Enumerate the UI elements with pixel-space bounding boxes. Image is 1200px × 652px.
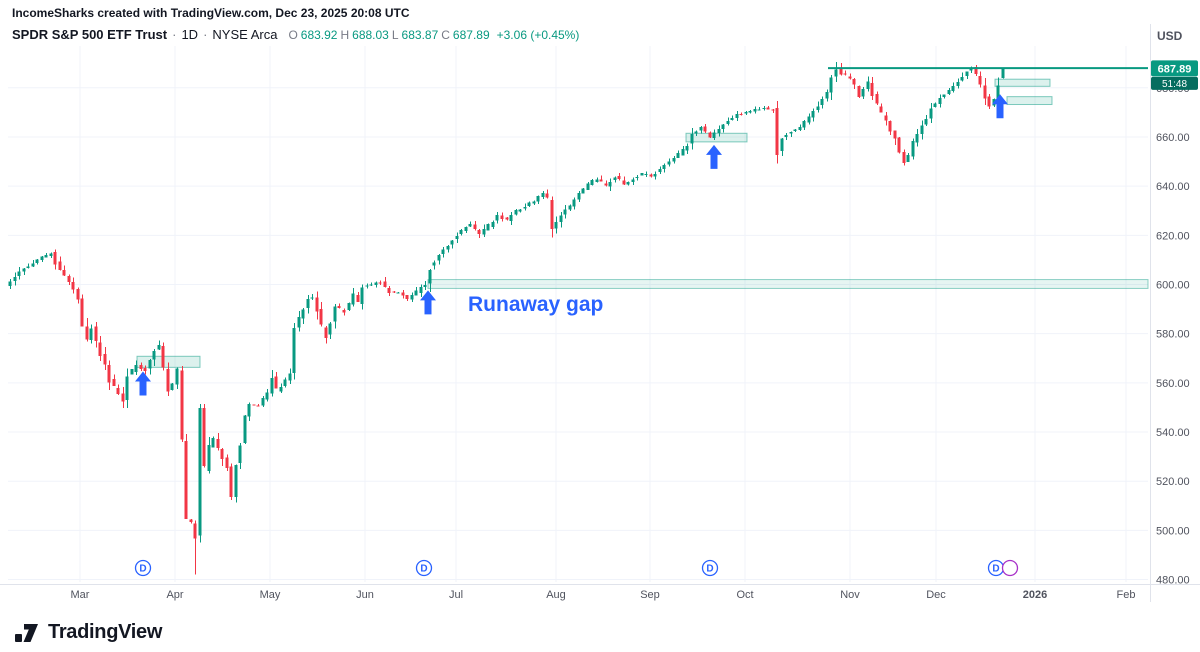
tradingview-wordmark[interactable]: TradingView bbox=[48, 620, 163, 643]
price-axis-label: 600.00 bbox=[1156, 279, 1190, 291]
up-arrow-icon[interactable] bbox=[992, 94, 1008, 119]
time-axis-label: Feb bbox=[1117, 589, 1136, 601]
time-axis-label: Sep bbox=[640, 589, 660, 601]
open-value: 683.92 bbox=[300, 28, 338, 42]
gap-box[interactable] bbox=[1006, 96, 1053, 106]
time-axis-label: Dec bbox=[926, 589, 946, 601]
price-axis-label: 480.00 bbox=[1156, 575, 1190, 587]
low-value: 683.87 bbox=[401, 28, 439, 42]
runaway-gap-zone[interactable] bbox=[427, 279, 1149, 289]
up-arrow-icon[interactable] bbox=[706, 144, 722, 169]
close-value: 687.89 bbox=[452, 28, 490, 42]
legend-separator: · bbox=[203, 27, 208, 42]
last-price-badge: 687.89 51:48 bbox=[1151, 60, 1198, 90]
gap-box[interactable] bbox=[685, 132, 748, 143]
price-axis-label: 500.00 bbox=[1156, 525, 1190, 537]
time-axis[interactable]: Mar Apr May Jun Jul Aug Sep Oct Nov Dec 2026 Feb bbox=[71, 589, 1136, 601]
time-axis-label: Jun bbox=[356, 589, 374, 601]
gap-zones-layer[interactable] bbox=[136, 78, 1149, 368]
price-axis-label: 520.00 bbox=[1156, 476, 1190, 488]
gap-box[interactable] bbox=[994, 78, 1051, 87]
grid-layer bbox=[8, 46, 1148, 582]
open-label: O bbox=[288, 28, 298, 42]
time-axis-label: Oct bbox=[736, 589, 753, 601]
price-axis-label: 540.00 bbox=[1156, 427, 1190, 439]
change-value: +3.06 (+0.45%) bbox=[496, 28, 580, 42]
svg-text:D: D bbox=[992, 564, 999, 575]
runaway-gap-annotation[interactable]: Runaway gap bbox=[468, 293, 603, 316]
low-label: L bbox=[391, 28, 399, 42]
dividend-marker[interactable] bbox=[701, 559, 719, 577]
price-axis-label: 580.00 bbox=[1156, 329, 1190, 341]
time-axis-label: Apr bbox=[166, 589, 183, 601]
svg-text:D: D bbox=[139, 564, 146, 575]
price-axis-label: 560.00 bbox=[1156, 378, 1190, 390]
price-axis-label: 640.00 bbox=[1156, 181, 1190, 193]
candlestick-series bbox=[8, 62, 1005, 575]
up-arrow-icon[interactable] bbox=[420, 290, 436, 315]
bar-countdown: 51:48 bbox=[1162, 79, 1187, 90]
last-price-value: 687.89 bbox=[1158, 63, 1192, 75]
high-value: 688.03 bbox=[352, 28, 389, 42]
price-chart-svg[interactable]: Runaway gapDDDD680.00660.00640.00620.006… bbox=[0, 0, 1200, 612]
dividend-marker[interactable] bbox=[1001, 559, 1019, 577]
time-axis-label: May bbox=[260, 589, 281, 601]
interval-label[interactable]: 1D bbox=[181, 27, 199, 42]
currency-label: USD bbox=[1157, 29, 1183, 43]
price-axis-label: 660.00 bbox=[1156, 132, 1190, 144]
exchange-label: NYSE Arca bbox=[212, 27, 278, 42]
time-axis-label: 2026 bbox=[1023, 589, 1047, 601]
time-axis-label: Mar bbox=[71, 589, 90, 601]
time-axis-label: Jul bbox=[449, 589, 463, 601]
price-axis[interactable]: 680.00660.00640.00620.00600.00580.00560.… bbox=[1156, 83, 1190, 587]
close-label: C bbox=[441, 28, 450, 42]
tradingview-logo-icon[interactable] bbox=[14, 618, 40, 646]
dividend-marker[interactable] bbox=[134, 559, 152, 577]
footer-bar: TradingView bbox=[0, 612, 1200, 652]
svg-text:D: D bbox=[706, 564, 713, 575]
dividend-marker[interactable] bbox=[415, 559, 433, 577]
axes-layer[interactable] bbox=[0, 24, 1200, 602]
buy-arrows-layer[interactable] bbox=[135, 94, 1008, 396]
legend-separator: · bbox=[172, 27, 177, 42]
attribution-text: IncomeSharks created with TradingView.co… bbox=[12, 6, 410, 20]
chart-area[interactable]: Runaway gapDDDD680.00660.00640.00620.006… bbox=[0, 0, 1200, 612]
price-axis-label: 620.00 bbox=[1156, 230, 1190, 242]
svg-text:D: D bbox=[420, 564, 427, 575]
time-axis-label: Aug bbox=[546, 589, 566, 601]
up-arrow-icon[interactable] bbox=[135, 371, 151, 396]
symbol-title[interactable]: SPDR S&P 500 ETF Trust bbox=[12, 27, 168, 42]
time-axis-label: Nov bbox=[840, 589, 860, 601]
high-label: H bbox=[340, 28, 350, 42]
symbol-legend[interactable]: SPDR S&P 500 ETF Trust · 1D · NYSE Arca … bbox=[12, 27, 579, 42]
ohlc-values: O 683.92 H 688.03 L 683.87 C 687.89 +3.0… bbox=[288, 28, 579, 42]
